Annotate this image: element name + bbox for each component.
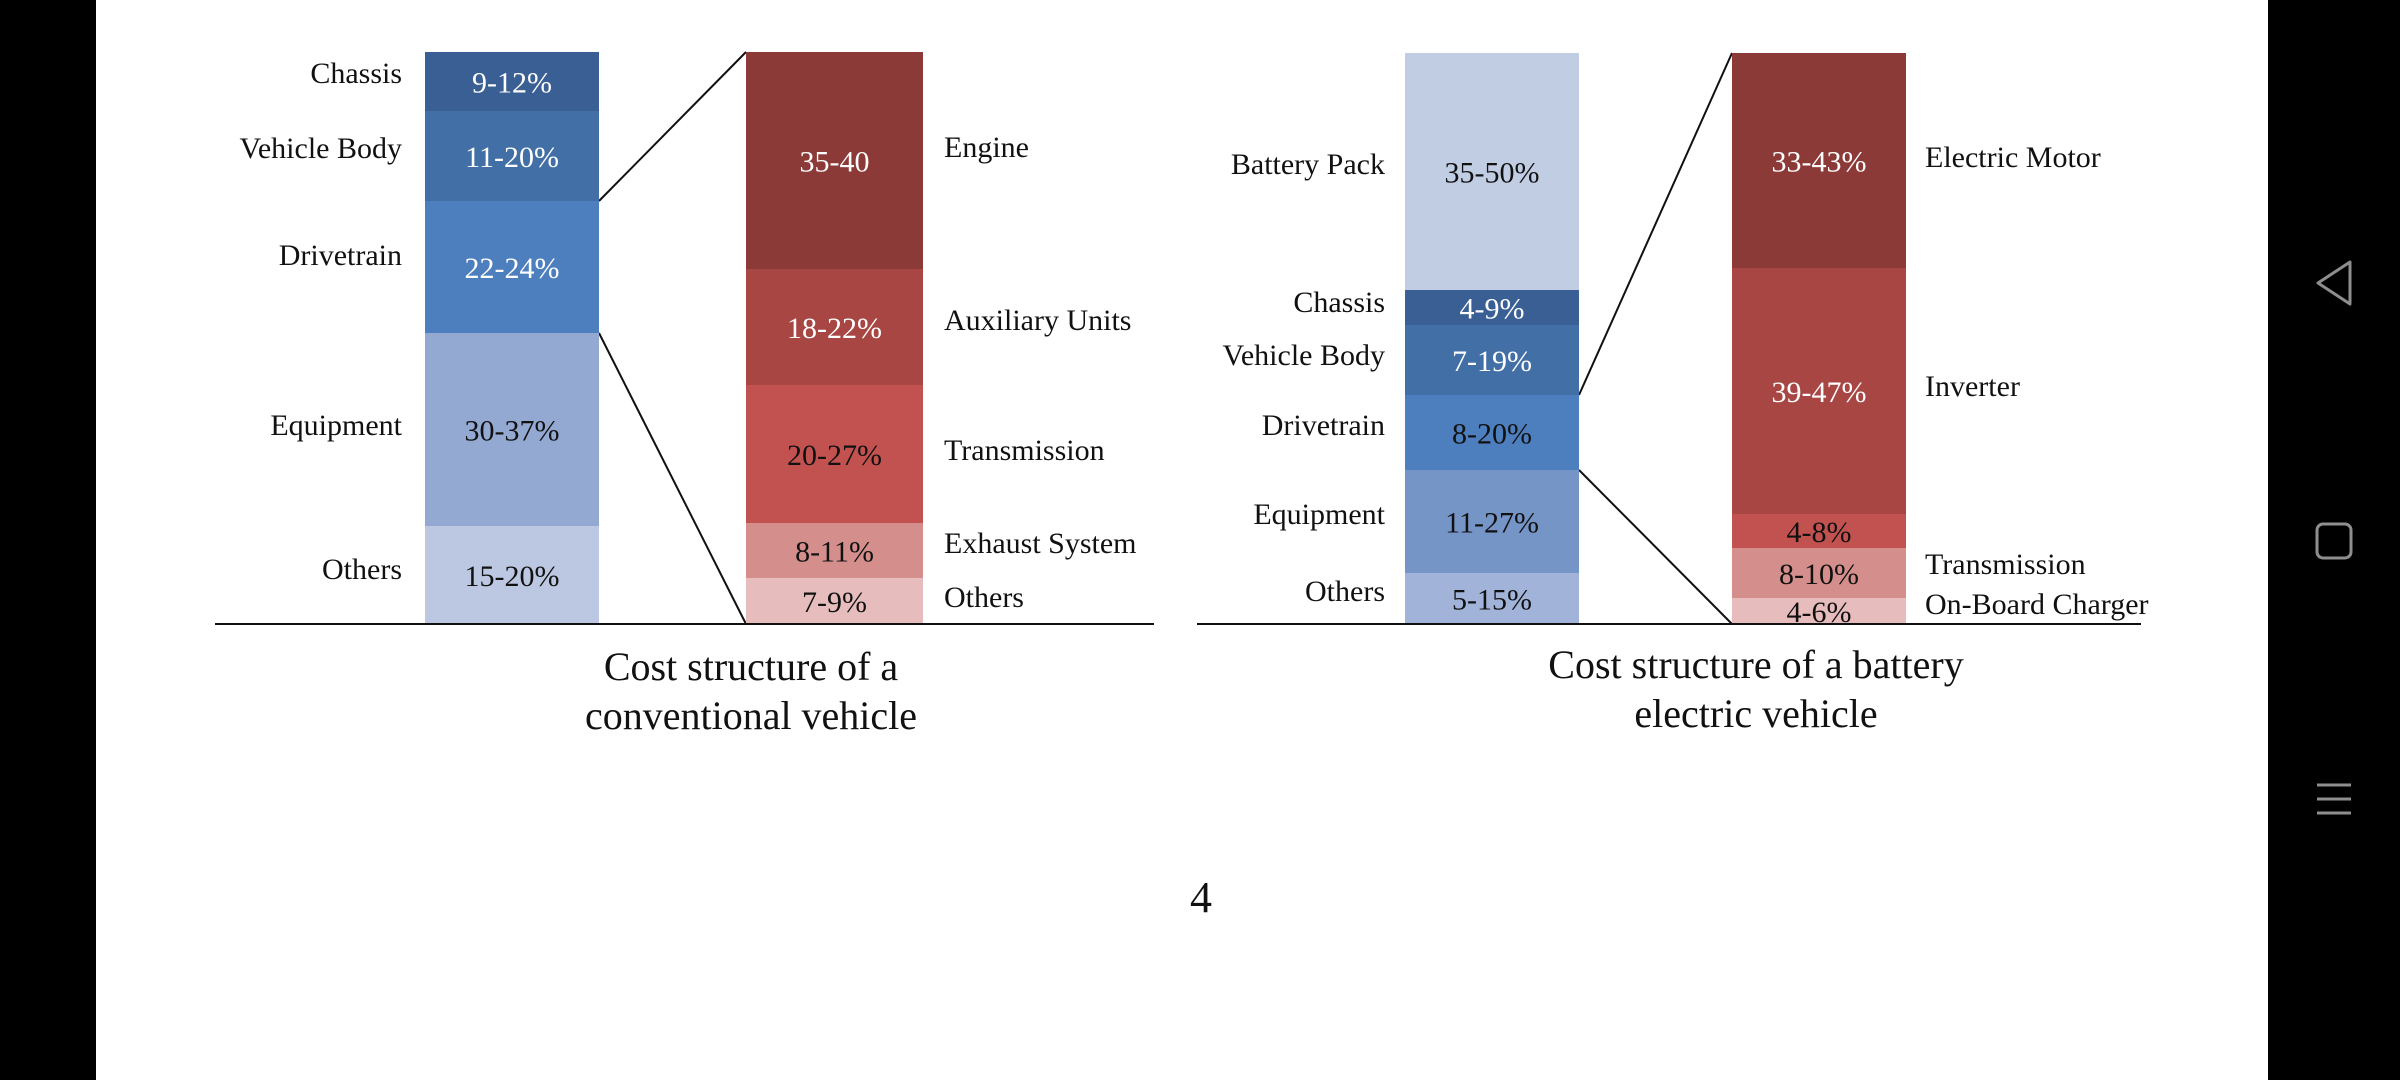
- page-number: 4: [1190, 873, 1212, 922]
- main-bar-segment-equipment-cv: [425, 333, 599, 526]
- slide-page: 9-12% Chassis 11-20% Vehicle Body 22-24% Driv…: [96, 0, 2268, 1080]
- main-bar-value-label-drivetrain-cv: 22-24%: [465, 252, 560, 285]
- breakdown-bar-value-label-inverter-bev: 39-47%: [1772, 376, 1867, 409]
- bev-chart-title: Cost structure of a battery electric veh…: [1548, 642, 1964, 736]
- connector-line-top-cv: [598, 51, 747, 202]
- main-bar-segment-others-cv: [425, 526, 599, 624]
- breakdown-bar-segment-others-cv: [746, 578, 923, 624]
- breakdown-bar-segment-on-board-charger-bev: [1732, 598, 1906, 624]
- main-bar-category-label-vehicle-body-bev: Vehicle Body: [1223, 339, 1385, 372]
- connector-line-bottom-bev: [1578, 469, 1733, 625]
- breakdown-bar-segment-part-2-bev: [1732, 514, 1906, 548]
- breakdown-bar-segment-transmission-bev: [1732, 548, 1906, 598]
- breakdown-bar-category-label-exhaust-system-cv: Exhaust System: [944, 527, 1137, 560]
- breakdown-bar-value-label-others-cv: 7-9%: [802, 586, 867, 619]
- main-bar-value-label-drivetrain-bev: 8-20%: [1452, 418, 1532, 451]
- back-triangle-icon: [2316, 260, 2352, 306]
- android-navigation-bar: [2268, 0, 2400, 1080]
- connector-line-bottom-cv: [598, 332, 747, 625]
- breakdown-bar-category-label-others-cv: Others: [944, 581, 1024, 614]
- cost-structure-charts: 9-12% Chassis 11-20% Vehicle Body 22-24% Driv…: [215, 51, 2149, 629]
- main-bar-value-label-equipment-cv: 30-37%: [465, 415, 560, 448]
- menu-button[interactable]: [2268, 754, 2400, 844]
- breakdown-bar-value-label-electric-motor-bev: 33-43%: [1772, 146, 1867, 179]
- breakdown-bar-category-label-inverter-bev: Inverter: [1925, 370, 2020, 403]
- main-bar-value-label-battery-pack-bev: 35-50%: [1445, 157, 1540, 190]
- main-bar-segment-battery-pack-bev: [1405, 53, 1579, 290]
- main-bar-value-label-others-bev: 5-15%: [1452, 584, 1532, 617]
- main-bar-category-label-drivetrain-cv: Drivetrain: [279, 239, 402, 272]
- main-bar-category-label-equipment-cv: Equipment: [270, 409, 402, 442]
- main-bar-category-label-vehicle-body-cv: Vehicle Body: [240, 132, 402, 165]
- breakdown-bar-value-label-part-2-bev: 4-8%: [1787, 516, 1852, 549]
- breakdown-bar-segment-inverter-bev: [1732, 268, 1906, 514]
- main-bar-segment-vehicle-body-cv: [425, 111, 599, 201]
- breakdown-bar-value-label-exhaust-system-cv: 8-11%: [795, 536, 874, 569]
- connector-line-top-bev: [1578, 52, 1733, 396]
- main-bar-category-label-chassis-bev: Chassis: [1293, 286, 1385, 319]
- back-button[interactable]: [2268, 238, 2400, 328]
- main-bar-value-label-others-cv: 15-20%: [465, 560, 560, 593]
- main-bar-category-label-battery-pack-bev: Battery Pack: [1231, 148, 1385, 181]
- main-bar-value-label-vehicle-body-bev: 7-19%: [1452, 345, 1532, 378]
- main-bar-value-label-equipment-bev: 11-27%: [1445, 507, 1539, 540]
- home-button[interactable]: [2268, 496, 2400, 586]
- main-bar-category-label-chassis-cv: Chassis: [310, 57, 402, 90]
- breakdown-bar-segment-electric-motor-bev: [1732, 53, 1906, 268]
- breakdown-bar-category-label-transmission-cv: Transmission: [944, 434, 1105, 467]
- breakdown-bar-category-label-on-board-charger-bev: On-Board Charger: [1925, 588, 2149, 621]
- breakdown-bar-category-label-engine-cv: Engine: [944, 131, 1029, 164]
- breakdown-bar-segment-transmission-cv: [746, 385, 923, 523]
- main-bar-segment-drivetrain-bev: [1405, 395, 1579, 470]
- main-bar-category-label-drivetrain-bev: Drivetrain: [1262, 409, 1385, 442]
- main-bar-segment-drivetrain-cv: [425, 201, 599, 333]
- breakdown-bar-value-label-engine-cv: 35-40: [800, 146, 870, 179]
- main-bar-value-label-chassis-cv: 9-12%: [472, 67, 552, 100]
- breakdown-bar-segment-exhaust-system-cv: [746, 523, 923, 578]
- main-bar-category-label-equipment-bev: Equipment: [1253, 498, 1385, 531]
- main-bar-segment-equipment-bev: [1405, 470, 1579, 573]
- breakdown-bar-value-label-transmission-cv: 20-27%: [787, 439, 882, 472]
- menu-lines-icon: [2317, 783, 2351, 815]
- home-square-icon: [2315, 522, 2353, 560]
- breakdown-bar-category-label-transmission-bev: Transmission: [1925, 548, 2086, 581]
- main-bar-value-label-vehicle-body-cv: 11-20%: [465, 141, 559, 174]
- main-bar-category-label-others-cv: Others: [322, 553, 402, 586]
- main-bar-category-label-others-bev: Others: [1305, 575, 1385, 608]
- breakdown-bar-value-label-transmission-bev: 8-10%: [1779, 558, 1859, 591]
- breakdown-bar-value-label-auxiliary-units-cv: 18-22%: [787, 312, 882, 345]
- main-bar-segment-chassis-bev: [1405, 290, 1579, 325]
- breakdown-bar-category-label-electric-motor-bev: Electric Motor: [1925, 141, 2101, 174]
- conventional-vehicle-chart-title: Cost structure of a conventional vehicle: [584, 644, 918, 738]
- main-bar-value-label-chassis-bev: 4-9%: [1460, 293, 1525, 326]
- main-bar-segment-vehicle-body-bev: [1405, 325, 1579, 395]
- breakdown-bar-category-label-auxiliary-units-cv: Auxiliary Units: [944, 304, 1132, 337]
- main-bar-segment-others-bev: [1405, 573, 1579, 624]
- breakdown-bar-segment-engine-cv: [746, 52, 923, 269]
- main-bar-segment-chassis-cv: [425, 52, 599, 111]
- breakdown-bar-segment-auxiliary-units-cv: [746, 269, 923, 385]
